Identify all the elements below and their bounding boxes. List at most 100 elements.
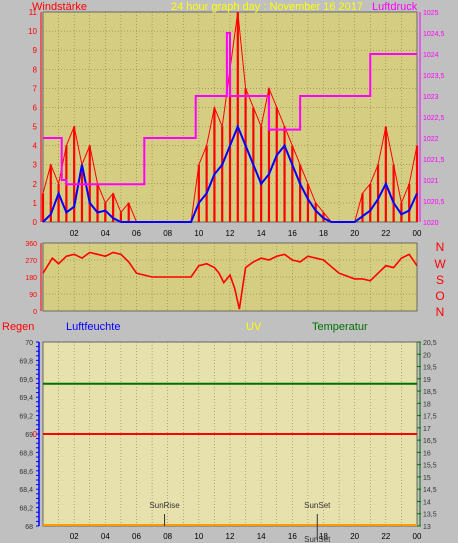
temperature-y-tick-label: 13 xyxy=(423,524,431,531)
pressure-y-tick-label: 1021,5 xyxy=(423,157,445,164)
pressure-y-tick-label: 1025 xyxy=(423,10,439,17)
humidity-x-tick-label: 06 xyxy=(132,532,141,541)
direction-y-tick-label: 0 xyxy=(33,309,37,316)
humidity-x-tick-label: 12 xyxy=(226,532,235,541)
sunrise-label: SunRise xyxy=(149,501,180,510)
humidity-x-tick-label: 08 xyxy=(163,532,172,541)
pressure-title: Luftdruck xyxy=(372,1,418,13)
wind-x-tick-label: 10 xyxy=(194,229,203,238)
wind-y-tick-label: 4 xyxy=(33,142,38,151)
humidity-x-tick-label: 14 xyxy=(257,532,266,541)
direction-y-tick-label: 180 xyxy=(25,275,37,282)
direction-y-tick-label: 270 xyxy=(25,258,37,265)
humidity-y-tick-label: 68,4 xyxy=(19,487,33,494)
luftfeuchte-label: Luftfeuchte xyxy=(66,321,120,333)
temperature-y-tick-label: 17,5 xyxy=(423,414,437,421)
pressure-step-line xyxy=(43,32,417,186)
humidity-x-tick-label: 20 xyxy=(350,532,359,541)
temperature-y-tick-label: 18 xyxy=(423,401,431,408)
temperature-y-tick-label: 15,5 xyxy=(423,463,437,470)
pressure-y-tick-label: 1021 xyxy=(423,178,439,185)
wind-y-tick-label: 5 xyxy=(33,123,38,132)
humidity-x-tick-label: 02 xyxy=(70,532,79,541)
wind-ticks: 0123456789101110201020,510211021,5102210… xyxy=(28,8,444,238)
wind-y-tick-label: 1 xyxy=(33,199,38,208)
wind-x-tick-label: 00 xyxy=(413,229,422,238)
wind-series xyxy=(41,11,419,223)
humidity-x-tick-label: 22 xyxy=(381,532,390,541)
wind-x-tick-label: 06 xyxy=(132,229,141,238)
wind-x-tick-label: 22 xyxy=(381,229,390,238)
humidity-y-tick-label: 69,2 xyxy=(19,414,33,421)
wind-x-tick-label: 16 xyxy=(288,229,297,238)
regen-label: Regen xyxy=(2,321,34,333)
compass-north-bottom: N xyxy=(436,305,445,319)
wind-direction-chart: 0 90 180 270 360 xyxy=(25,241,418,316)
pressure-y-tick-label: 1020,5 xyxy=(423,199,445,206)
temperature-y-tick-label: 20,5 xyxy=(423,340,437,347)
wind-x-tick-label: 08 xyxy=(163,229,172,238)
wind-x-tick-label: 02 xyxy=(70,229,79,238)
wind-y-tick-label: 8 xyxy=(33,65,38,74)
compass-west: W xyxy=(434,257,446,271)
sunset-label: SunSet xyxy=(304,501,331,510)
wind-y-tick-label: 11 xyxy=(29,8,38,17)
wind-title: Windstärke xyxy=(32,1,87,13)
temperature-y-tick-label: 13,5 xyxy=(423,512,437,519)
humidity-ticks: 68 68,2 68,4 68,6 68,8 69 69,2 69,4 69,6 69,8 70 13… xyxy=(19,340,436,541)
humidity-y-tick-label: 69 xyxy=(25,432,33,439)
wind-x-tick-label: 04 xyxy=(101,229,110,238)
wind-x-tick-label: 14 xyxy=(257,229,266,238)
pressure-y-tick-label: 1024 xyxy=(423,52,439,59)
graph-title: 24 hour graph day : November 16 2017 xyxy=(171,1,363,13)
wind-y-tick-label: 6 xyxy=(33,103,38,112)
compass-labels: N W S O N xyxy=(434,240,446,319)
compass-east: O xyxy=(435,289,444,303)
direction-ticks: 0 90 180 270 360 xyxy=(25,241,42,316)
humidity-grid xyxy=(42,342,418,526)
humidity-x-tick-label: 16 xyxy=(288,532,297,541)
wind-x-tick-label: 18 xyxy=(319,229,328,238)
sunset-label-bottom: SunSet xyxy=(304,535,331,543)
wind-y-tick-label: 9 xyxy=(33,46,38,55)
pressure-y-tick-label: 1023,5 xyxy=(423,73,445,80)
humidity-y-tick-label: 68,6 xyxy=(19,469,33,476)
wind-y-tick-label: 7 xyxy=(33,84,38,93)
wind-y-tick-label: 0 xyxy=(33,218,38,227)
temperature-y-tick-label: 19 xyxy=(423,377,431,384)
rain-zero-label: 0 xyxy=(33,430,38,439)
direction-series xyxy=(42,251,418,310)
temperatur-label: Temperatur xyxy=(312,321,368,333)
humidity-y-tick-label: 68 xyxy=(25,524,33,531)
humidity-y-tick-label: 69,6 xyxy=(19,377,33,384)
wind-pressure-chart: 0123456789101110201020,510211021,5102210… xyxy=(28,8,444,238)
temperature-y-tick-label: 20 xyxy=(423,352,431,359)
humidity-uv-temperature-chart: 68 68,2 68,4 68,6 68,8 69 69,2 69,4 69,6 69,8 70 13… xyxy=(19,340,436,541)
wind-y-tick-label: 3 xyxy=(33,161,38,170)
pressure-y-tick-label: 1020 xyxy=(423,220,439,227)
pressure-y-tick-label: 1022 xyxy=(423,136,439,143)
temperature-y-tick-label: 14,5 xyxy=(423,487,437,494)
temperature-y-tick-label: 15 xyxy=(423,475,431,482)
direction-y-tick-label: 360 xyxy=(25,241,37,248)
humidity-y-tick-label: 69,8 xyxy=(19,358,33,365)
wind-mean-line xyxy=(42,123,418,223)
compass-north-top: N xyxy=(436,240,445,254)
humidity-x-tick-label: 10 xyxy=(194,532,203,541)
uv-label: UV xyxy=(246,321,262,333)
temperature-y-tick-label: 16 xyxy=(423,450,431,457)
temperature-y-tick-label: 19,5 xyxy=(423,365,437,372)
humidity-y-tick-label: 69,4 xyxy=(19,395,33,402)
humidity-series xyxy=(43,382,417,540)
temperature-y-tick-label: 14 xyxy=(423,499,431,506)
pressure-y-tick-label: 1023 xyxy=(423,94,439,101)
temperature-y-tick-label: 16,5 xyxy=(423,438,437,445)
temperature-y-tick-label: 18,5 xyxy=(423,389,437,396)
pressure-y-tick-label: 1024,5 xyxy=(423,31,445,38)
wind-y-tick-label: 10 xyxy=(28,27,37,36)
humidity-y-tick-label: 70 xyxy=(25,340,33,347)
pressure-y-tick-label: 1022,5 xyxy=(423,115,445,122)
humidity-y-tick-label: 68,2 xyxy=(19,506,33,513)
